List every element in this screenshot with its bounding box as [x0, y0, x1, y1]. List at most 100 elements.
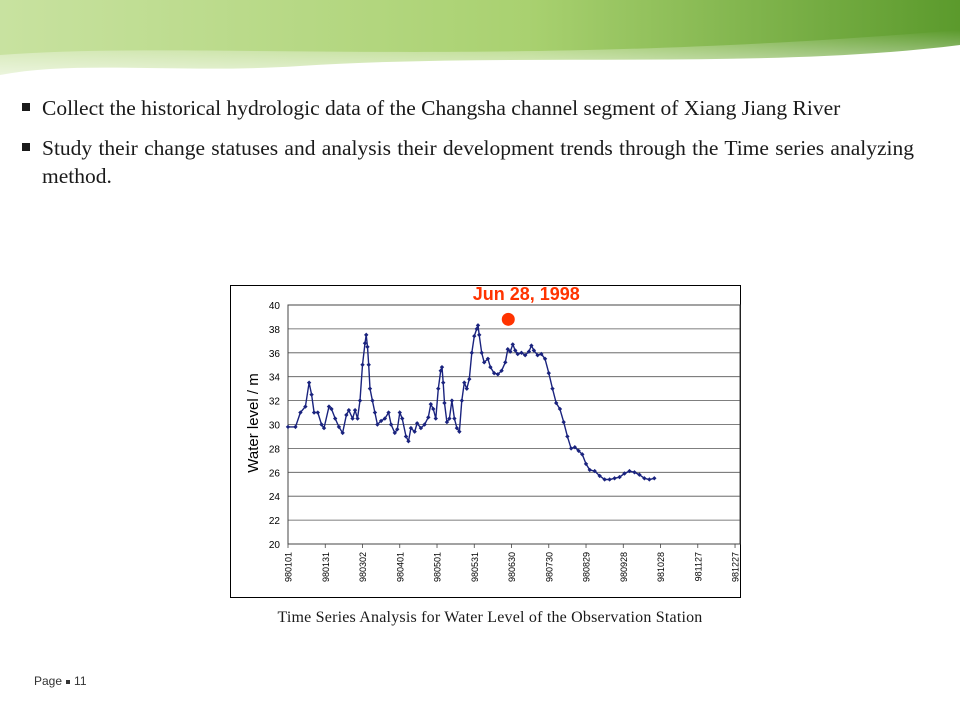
peak-highlight-marker [501, 312, 515, 326]
data-point [499, 368, 504, 373]
data-point [505, 347, 510, 352]
data-point [309, 392, 314, 397]
data-point [535, 352, 540, 358]
data-point [392, 430, 397, 436]
y-tick-label: 36 [269, 349, 281, 360]
data-point [447, 416, 452, 421]
data-point [474, 326, 479, 332]
data-point [412, 429, 417, 434]
data-point [321, 425, 327, 431]
data-point [400, 416, 405, 421]
x-tick-label: 980730 [544, 552, 554, 582]
bullet-text: Collect the historical hydrologic data o… [42, 96, 841, 120]
y-tick-label: 30 [269, 421, 281, 432]
x-tick-label: 981127 [693, 552, 703, 581]
y-tick-label: 34 [269, 373, 281, 384]
data-point [303, 404, 308, 409]
x-tick-label: 980131 [321, 552, 331, 582]
data-point [375, 422, 380, 427]
data-point [627, 468, 632, 474]
data-point [357, 398, 363, 403]
footer-bullet-icon [66, 679, 71, 684]
plot-area [287, 304, 741, 545]
data-point [433, 416, 438, 421]
data-point [457, 429, 462, 434]
data-point [311, 410, 317, 415]
data-point [565, 434, 570, 439]
data-point [622, 471, 627, 476]
bullet-item: Collect the historical hydrologic data o… [22, 94, 914, 122]
data-point [406, 439, 411, 444]
y-tick-label: 20 [269, 540, 281, 551]
data-point [464, 386, 470, 391]
data-point [367, 386, 373, 391]
data-point [526, 349, 532, 354]
data-point [388, 422, 394, 427]
data-point [366, 362, 371, 367]
data-point [426, 415, 431, 420]
data-point [632, 470, 637, 475]
footer-page-number: 11 [74, 674, 87, 688]
data-point [469, 350, 474, 355]
bullet-item: Study their change statuses and analysis… [22, 134, 914, 190]
x-tick-label: 980829 [582, 552, 592, 582]
data-point [583, 461, 589, 467]
x-tick-label: 980101 [284, 552, 294, 582]
data-point [340, 430, 345, 436]
data-point [365, 344, 370, 350]
y-axis-label: Water level / m [245, 373, 262, 472]
x-tick-label: 980401 [395, 552, 405, 582]
y-tick-label: 24 [269, 492, 281, 503]
y-tick-label: 38 [269, 325, 281, 336]
data-point [454, 425, 460, 431]
data-point [642, 476, 647, 481]
data-point [397, 410, 402, 415]
data-point [459, 398, 465, 403]
data-point [576, 448, 581, 453]
y-tick-label: 28 [269, 444, 281, 455]
data-point [285, 424, 291, 430]
data-point [519, 350, 524, 355]
data-point [485, 356, 491, 361]
data-point [439, 364, 445, 370]
data-point [360, 362, 365, 367]
data-point [467, 376, 472, 382]
data-point [428, 401, 434, 407]
data-point [550, 386, 555, 391]
data-point [444, 419, 450, 425]
peak-annotation: Jun 28, 1998 [473, 284, 580, 304]
data-point [364, 332, 369, 338]
data-point [326, 404, 332, 409]
data-point [352, 407, 358, 413]
data-point [378, 418, 384, 424]
data-point [403, 434, 409, 439]
data-point [355, 416, 360, 421]
x-tick-label: 980630 [507, 552, 517, 582]
data-point [580, 452, 585, 457]
data-point [315, 410, 321, 415]
footer-page-label: Page [34, 674, 63, 688]
bullet-text: Study their change statuses and analysis… [42, 136, 914, 188]
water-level-chart: 20 22 24 26 28 30 32 34 36 38 40 980101 980131 98030… [230, 284, 741, 598]
x-tick-label: 981227 [731, 552, 741, 582]
y-tick-label: 40 [269, 301, 281, 312]
data-point [475, 323, 481, 328]
data-point [449, 398, 455, 403]
x-tick-label: 980501 [433, 552, 443, 582]
data-point [362, 341, 368, 346]
data-point [422, 422, 427, 427]
data-point [462, 380, 467, 385]
data-point [477, 332, 482, 338]
page-footer: Page 11 [34, 674, 87, 688]
data-point [386, 410, 391, 415]
data-point [438, 368, 443, 373]
y-tick-labels: 20 22 24 26 28 30 32 34 36 38 40 [269, 301, 281, 551]
data-point [436, 386, 441, 391]
data-point [503, 360, 508, 365]
data-point [346, 407, 352, 413]
data-point [372, 410, 378, 415]
y-tick-label: 22 [269, 516, 281, 527]
data-point [431, 406, 436, 412]
data-point [508, 349, 513, 354]
y-tick-label: 26 [269, 468, 281, 479]
